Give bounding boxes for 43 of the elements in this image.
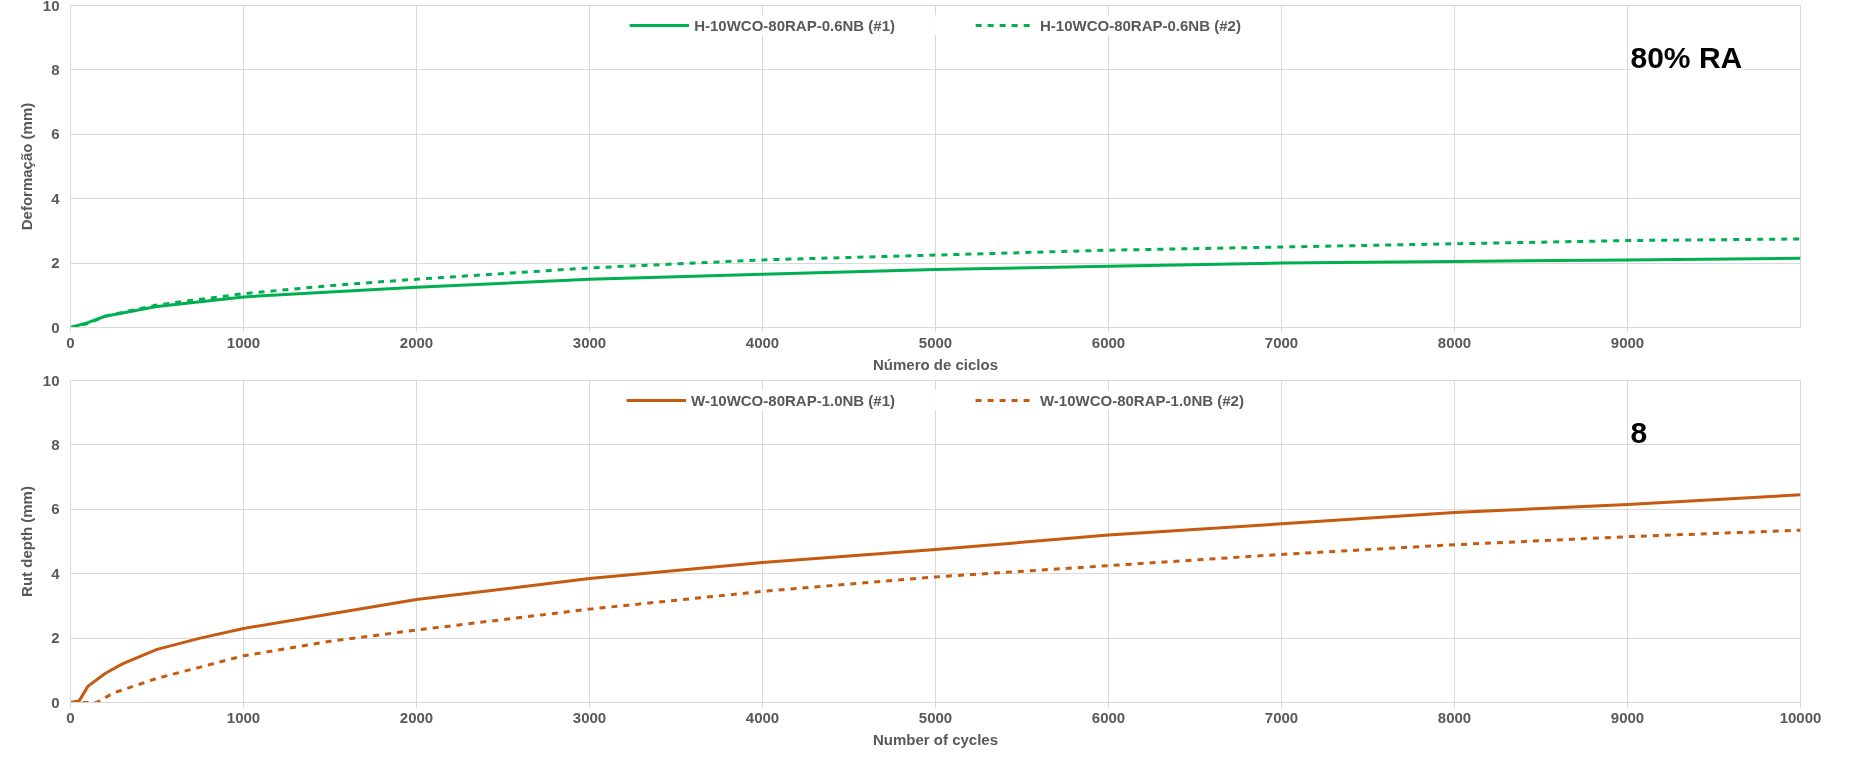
x-tick-label: 6000 — [1091, 333, 1126, 351]
x-tick-label: 8000 — [1437, 708, 1472, 726]
x-tick-label: 6000 — [1091, 708, 1126, 726]
x-tick-label: 3000 — [572, 333, 607, 351]
x-tick-label: 8000 — [1437, 333, 1472, 351]
y-tick-label: 8 — [51, 60, 60, 78]
x-tick-label: 9000 — [1610, 708, 1645, 726]
annotation: 8 — [1630, 415, 1648, 449]
x-tick-label: 0 — [66, 333, 75, 351]
y-tick-label: 10 — [42, 371, 60, 389]
x-tick-label: 5000 — [918, 708, 953, 726]
x-tick-label: 9000 — [1610, 333, 1645, 351]
legend-label: H-10WCO-80RAP-0.6NB (#2) — [1040, 16, 1241, 34]
y-tick-label: 4 — [51, 189, 61, 207]
y-tick-label: 2 — [51, 254, 60, 272]
x-tick-label: 5000 — [918, 333, 953, 351]
x-tick-label: 7000 — [1264, 708, 1299, 726]
y-axis-title: Deformação (mm) — [17, 102, 35, 231]
legend-label: W-10WCO-80RAP-1.0NB (#2) — [1040, 391, 1244, 409]
x-axis-title: Number of cycles — [872, 730, 999, 748]
y-axis-title: Rut depth (mm) — [17, 486, 35, 597]
y-tick-label: 0 — [51, 318, 60, 336]
y-tick-label: 0 — [51, 693, 60, 711]
annotation: 80% RA — [1630, 41, 1743, 74]
x-tick-label: 7000 — [1264, 333, 1299, 351]
x-tick-label: 2000 — [399, 333, 434, 351]
x-tick-label: 4000 — [745, 708, 780, 726]
y-tick-label: 2 — [51, 629, 60, 647]
legend-label: W-10WCO-80RAP-1.0NB (#1) — [691, 391, 895, 409]
y-tick-label: 4 — [51, 564, 61, 582]
x-tick-label: 1000 — [226, 708, 261, 726]
y-tick-label: 6 — [51, 125, 60, 143]
x-tick-label: 2000 — [399, 708, 434, 726]
x-tick-label: 0 — [66, 708, 75, 726]
x-tick-label: 3000 — [572, 708, 607, 726]
x-tick-label: 10000 — [1779, 708, 1822, 726]
x-tick-label: 1000 — [226, 333, 261, 351]
x-tick-label: 4000 — [745, 333, 780, 351]
x-axis-title: Número de ciclos — [872, 355, 999, 373]
y-tick-label: 8 — [51, 435, 60, 453]
y-tick-label: 6 — [51, 500, 60, 518]
legend-label: H-10WCO-80RAP-0.6NB (#1) — [694, 16, 895, 34]
y-tick-label: 10 — [42, 0, 60, 14]
